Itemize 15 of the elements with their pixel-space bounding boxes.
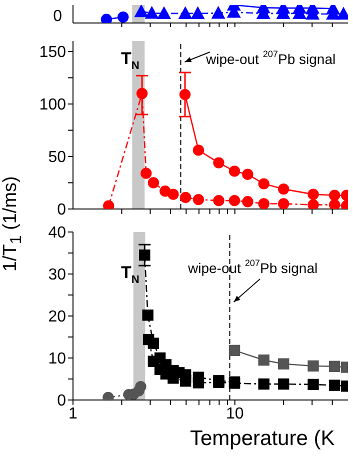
annotation: T$_{N}$ [121, 49, 140, 72]
annotation: T$_{N}$ [121, 263, 140, 286]
y-tick-label: 30 [48, 266, 66, 284]
x-tick-label: 1 [68, 405, 78, 422]
x-axis-title: Temperature (K [190, 426, 335, 452]
y-tick-label: 10 [48, 350, 66, 368]
y-tick-label: 0 [57, 202, 66, 219]
annotation: wipe-out $^{207}$Pb signal [187, 258, 318, 276]
y-tick-label: 150 [39, 44, 66, 62]
annotation: wipe-out $^{207}$Pb signal [205, 49, 336, 67]
y-tick-label: 40 [48, 224, 66, 242]
y-tick-label: 100 [39, 96, 66, 114]
y-tick-label: 0 [57, 392, 66, 410]
y-tick-label: 50 [48, 149, 66, 166]
y-tick-label: 20 [48, 308, 66, 326]
